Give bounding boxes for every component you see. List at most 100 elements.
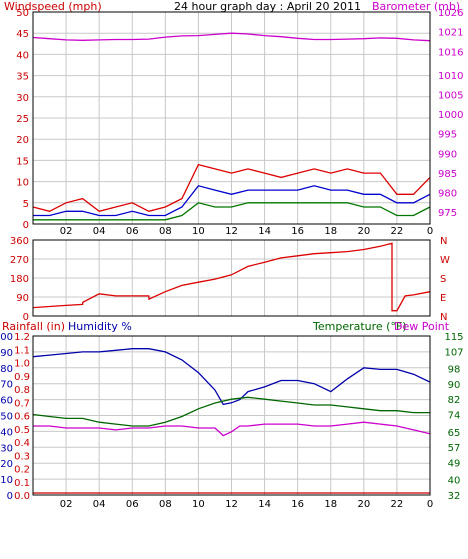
x-tick-label: 22 [391,499,404,510]
x-tick-label: 14 [258,499,271,510]
compass-tick-label: W [440,255,450,266]
x-tick-label: 02 [60,226,73,237]
temperature-line [32,396,430,427]
x-tick-label: 04 [93,226,106,237]
rainfall-tick-label: 0.8 [14,385,30,396]
temperature-tick-label: 49 [448,458,461,469]
humidity-tick-label: 60 [0,396,13,407]
rainfall-tick-label: 1.2 [14,332,30,343]
rainfall-tick-label: 0.9 [14,372,30,383]
barometer-tick-label: 980 [438,189,457,200]
x-tick-label: 12 [225,226,238,237]
windspeed-tick-label: 30 [16,93,29,104]
humidity-tick-label: 70 [0,380,13,391]
dewpoint-axis-label: Dew Point [394,320,450,333]
barometer-axis-label: Barometer (mb) [372,0,460,13]
x-tick-label: 06 [126,226,139,237]
x-tick-label: 08 [159,226,172,237]
windspeed-tick-label: 5 [23,199,29,210]
x-tick-label: 06 [126,499,139,510]
x-tick-label: 0 [427,499,433,510]
x-tick-label: 08 [159,499,172,510]
plot-frame [32,11,431,225]
humidity-tick-label: 40 [0,427,13,438]
barometer-tick-label: 1016 [438,47,463,58]
direction-tick-label: 360 [10,236,29,247]
compass-tick-label: S [440,274,446,285]
humidity-tick-label: 50 [0,412,13,423]
temperature-tick-label: 32 [448,491,461,502]
humidity-tick-label: 80 [0,364,13,375]
rainfall-tick-label: 0.1 [14,478,30,489]
chart-marks: 0510152025303540455097598098599099510001… [0,8,464,510]
temperature-tick-label: 57 [448,443,461,454]
x-tick-label: 10 [192,226,205,237]
temperature-tick-label: 107 [444,347,463,358]
compass-tick-label: N [440,236,447,247]
rainfall-tick-label: 0.5 [14,425,30,436]
rainfall-tick-label: 0.0 [14,491,30,502]
compass-tick-label: N [440,312,447,323]
x-tick-label: 12 [225,499,238,510]
windspeed-axis-label: Windspeed (mph) [4,0,102,13]
rainfall-tick-label: 0.4 [14,438,30,449]
humidity-tick-label: 90 [0,348,13,359]
barometer-tick-label: 1010 [438,71,463,82]
barometer-tick-label: 1005 [438,90,463,101]
windspeed-tick-label: 45 [16,29,29,40]
windspeed-tick-label: 25 [16,114,29,125]
x-tick-label: 22 [391,226,404,237]
barometer-line [32,32,431,42]
temperature-tick-label: 82 [448,395,461,406]
x-tick-label: 18 [324,226,337,237]
rainfall-tick-label: 0.2 [14,465,30,476]
temperature-tick-label: 98 [448,365,461,376]
rainfall-tick-label: 1.1 [14,345,30,356]
direction-tick-label: 270 [10,255,29,266]
direction-tick-label: 0 [23,312,29,323]
temperature-axis-label: Temperature (°F) [312,320,407,333]
barometer-tick-label: 1026 [438,8,463,19]
barometer-tick-label: 1000 [438,110,463,121]
x-tick-label: 0 [427,226,433,237]
dewpoint-line [33,421,431,437]
barometer-tick-label: 990 [438,149,457,160]
temperature-tick-label: 40 [448,476,461,487]
rainfall-axis-label: Rainfall (in) [2,320,65,333]
plot-frame [32,335,431,496]
wind-direction-line [32,242,431,312]
compass-tick-label: E [440,293,446,304]
windspeed-tick-label: 10 [16,178,29,189]
x-tick-label: 04 [93,499,106,510]
barometer-tick-label: 1021 [438,28,463,39]
temperature-tick-label: 74 [448,411,461,422]
humidity-tick-label: 20 [0,459,13,470]
humidity-axis-label: Humidity % [68,320,132,333]
x-tick-label: 20 [357,499,370,510]
humidity-tick-label: 30 [0,443,13,454]
temperature-tick-label: 115 [444,332,463,343]
rainfall-tick-label: 0.6 [14,412,30,423]
x-tick-label: 10 [192,499,205,510]
barometer-tick-label: 975 [438,208,457,219]
humidity-line [32,348,431,406]
temperature-tick-label: 65 [448,428,461,439]
plot-frame [32,239,431,317]
windspeed-tick-label: 15 [16,156,29,167]
chart-title: 24 hour graph day : April 20 2011 [174,0,361,13]
windspeed-tick-label: 50 [16,8,29,19]
windspeed-tick-label: 20 [16,135,29,146]
humidity-tick-label: 0 [7,491,13,502]
direction-tick-label: 90 [16,293,29,304]
windspeed-gust-line [32,163,431,213]
x-tick-label: 20 [357,226,370,237]
barometer-tick-label: 985 [438,169,457,180]
temperature-tick-label: 90 [448,380,461,391]
windspeed-tick-label: 0 [23,220,29,231]
x-tick-label: 16 [291,499,304,510]
x-tick-label: 18 [324,499,337,510]
barometer-tick-label: 995 [438,130,457,141]
x-tick-label: 16 [291,226,304,237]
x-tick-label: 02 [60,499,73,510]
